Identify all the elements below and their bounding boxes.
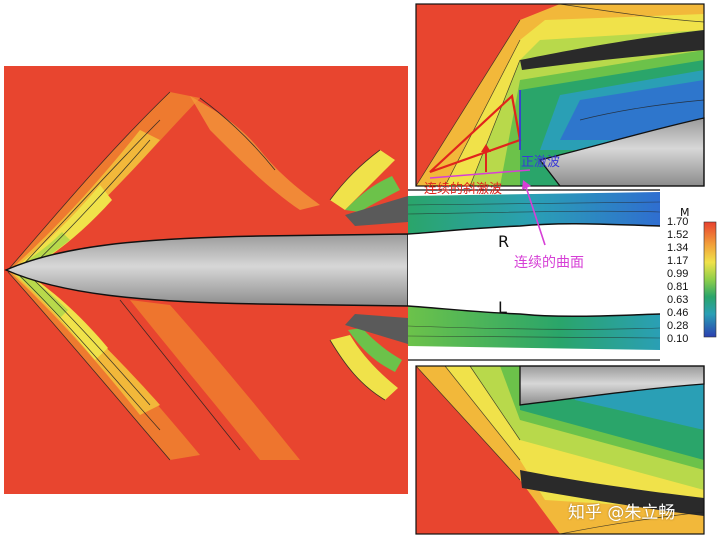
legend-tick: 1.52 xyxy=(667,229,689,241)
inlet-r-label: R xyxy=(498,232,510,251)
legend-tick: 0.28 xyxy=(667,320,689,332)
oblique-shock-label: 连续的斜激波 xyxy=(424,182,503,197)
oblique-shock-marker xyxy=(429,93,522,174)
legend-tick: 1.34 xyxy=(667,242,689,254)
legend-tick: 0.10 xyxy=(667,333,689,345)
legend-tick: 0.81 xyxy=(667,281,689,293)
legend-tick: 0.63 xyxy=(667,294,689,306)
legend-tick: 1.17 xyxy=(667,255,689,267)
mach-colorbar xyxy=(703,221,717,338)
curve-pointer xyxy=(524,183,546,246)
normal-shock-label: 正激波 xyxy=(521,155,561,170)
main-contour-panel xyxy=(4,66,409,494)
legend-tick: 0.46 xyxy=(667,307,689,319)
watermark: 知乎 @朱立畅 xyxy=(568,503,676,523)
upper-zoom-panel xyxy=(415,3,705,187)
inlet-l-label: L xyxy=(498,298,507,317)
lower-zoom-panel xyxy=(415,365,705,535)
legend-tick: 0.99 xyxy=(667,268,689,280)
legend-tick: 1.70 xyxy=(667,216,689,228)
curved-surface-label: 连续的曲面 xyxy=(514,255,584,271)
legend-title: M xyxy=(680,206,690,219)
inlet-duct-panel xyxy=(407,189,661,361)
